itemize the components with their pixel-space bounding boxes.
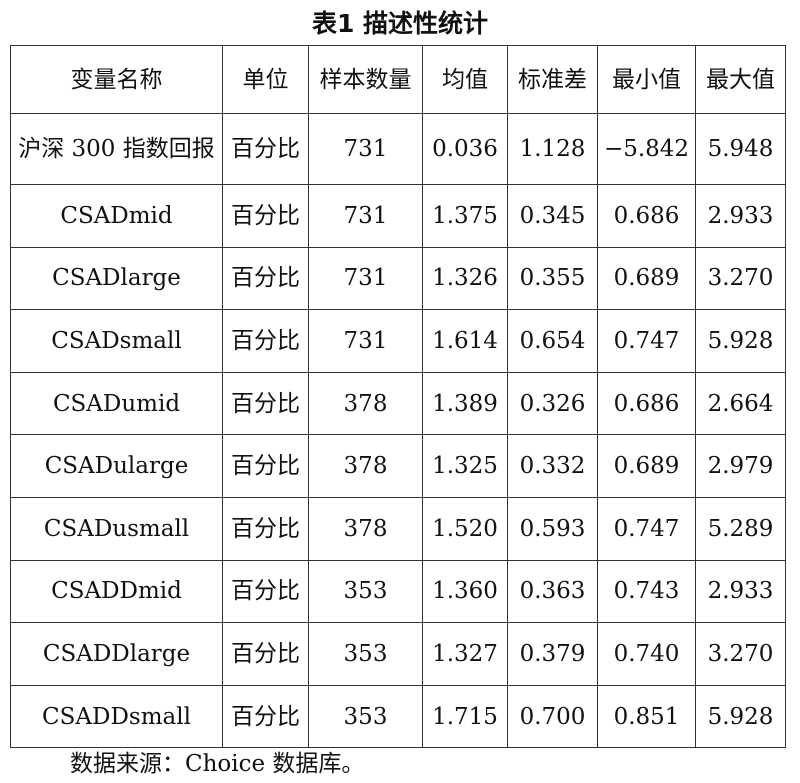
table-cell: 0.345 bbox=[507, 184, 598, 248]
table-cell: 1.715 bbox=[422, 684, 508, 749]
table-cell: 0.689 bbox=[597, 246, 696, 311]
header-cell: 均值 bbox=[422, 45, 508, 114]
table-cell: 百分比 bbox=[222, 559, 309, 624]
table-cell: 0.036 bbox=[422, 113, 508, 185]
table-cell: 731 bbox=[308, 113, 423, 185]
table-row: CSADsmall 百分比 731 1.614 0.654 0.747 5.928 bbox=[10, 309, 786, 373]
header-cell: 样本数量 bbox=[308, 45, 423, 114]
table-row: CSADDlarge 百分比 353 1.327 0.379 0.740 3.270 bbox=[10, 622, 786, 686]
table-cell: −5.842 bbox=[597, 113, 696, 185]
header-cell: 标准差 bbox=[507, 45, 598, 114]
table-cell: 2.664 bbox=[695, 371, 786, 436]
table-row: CSADDsmall 百分比 353 1.715 0.700 0.851 5.928 bbox=[10, 684, 786, 749]
table-cell: 731 bbox=[308, 184, 423, 248]
table-row: CSADularge 百分比 378 1.325 0.332 0.689 2.979 bbox=[10, 434, 786, 498]
table-cell: 0.743 bbox=[597, 559, 696, 624]
table-row: CSADlarge 百分比 731 1.326 0.355 0.689 3.270 bbox=[10, 246, 786, 311]
table-cell: 百分比 bbox=[222, 434, 309, 498]
table-cell: 0.654 bbox=[507, 309, 598, 373]
table-cell: 1.325 bbox=[422, 434, 508, 498]
source-note: 数据来源：Choice 数据库。 bbox=[70, 751, 365, 777]
table-row: 沪深 300 指数回报 百分比 731 0.036 1.128 −5.842 5.948 bbox=[10, 113, 786, 185]
table-cell: 0.593 bbox=[507, 496, 598, 561]
table-cell: 1.326 bbox=[422, 246, 508, 311]
table-cell: 百分比 bbox=[222, 184, 309, 248]
table-cell: 731 bbox=[308, 246, 423, 311]
table-cell: CSADumid bbox=[10, 371, 223, 436]
table-cell: 5.928 bbox=[695, 309, 786, 373]
table-row: CSADmid 百分比 731 1.375 0.345 0.686 2.933 bbox=[10, 184, 786, 248]
table-cell: 0.689 bbox=[597, 434, 696, 498]
table-cell: 1.520 bbox=[422, 496, 508, 561]
table-cell: 1.614 bbox=[422, 309, 508, 373]
table-cell: 0.686 bbox=[597, 184, 696, 248]
table-cell: 0.740 bbox=[597, 622, 696, 686]
table-cell: 0.700 bbox=[507, 684, 598, 749]
table-cell: 百分比 bbox=[222, 309, 309, 373]
header-row: 变量名称 单位 样本数量 均值 标准差 最小值 最大值 bbox=[10, 45, 786, 114]
table-cell: 378 bbox=[308, 371, 423, 436]
table-cell: 0.363 bbox=[507, 559, 598, 624]
table-cell: CSADsmall bbox=[10, 309, 223, 373]
table-cell: 百分比 bbox=[222, 371, 309, 436]
table-cell: 731 bbox=[308, 309, 423, 373]
table-cell: 1.389 bbox=[422, 371, 508, 436]
table-cell: 353 bbox=[308, 622, 423, 686]
table-cell: 沪深 300 指数回报 bbox=[10, 113, 223, 185]
table-cell: 1.360 bbox=[422, 559, 508, 624]
table-cell: 353 bbox=[308, 559, 423, 624]
table-cell: 0.686 bbox=[597, 371, 696, 436]
table-cell: 百分比 bbox=[222, 246, 309, 311]
table-cell: 0.332 bbox=[507, 434, 598, 498]
table-cell: 353 bbox=[308, 684, 423, 749]
table-cell: CSADlarge bbox=[10, 246, 223, 311]
header-cell: 最大值 bbox=[695, 45, 786, 114]
table-cell: 0.747 bbox=[597, 309, 696, 373]
table-cell: 0.747 bbox=[597, 496, 696, 561]
table-cell: 2.933 bbox=[695, 184, 786, 248]
header-cell: 最小值 bbox=[597, 45, 696, 114]
table-row: CSADusmall 百分比 378 1.520 0.593 0.747 5.289 bbox=[10, 496, 786, 561]
table-cell: 3.270 bbox=[695, 622, 786, 686]
header-cell: 单位 bbox=[222, 45, 309, 114]
table-cell: 2.933 bbox=[695, 559, 786, 624]
table-cell: 378 bbox=[308, 434, 423, 498]
table-cell: 百分比 bbox=[222, 113, 309, 185]
table-cell: 0.326 bbox=[507, 371, 598, 436]
table-cell: 0.379 bbox=[507, 622, 598, 686]
table-cell: CSADDlarge bbox=[10, 622, 223, 686]
table-cell: CSADusmall bbox=[10, 496, 223, 561]
table-cell: 0.851 bbox=[597, 684, 696, 749]
table-cell: 1.128 bbox=[507, 113, 598, 185]
table-cell: 百分比 bbox=[222, 622, 309, 686]
table-cell: 1.327 bbox=[422, 622, 508, 686]
table-cell: 378 bbox=[308, 496, 423, 561]
data-table: 变量名称 单位 样本数量 均值 标准差 最小值 最大值 沪深 300 指数回报 百分比 731 0… bbox=[10, 45, 786, 749]
table-cell: 2.979 bbox=[695, 434, 786, 498]
table-cell: 百分比 bbox=[222, 684, 309, 749]
header-cell: 变量名称 bbox=[10, 45, 223, 114]
table-cell: CSADDmid bbox=[10, 559, 223, 624]
table-cell: 5.289 bbox=[695, 496, 786, 561]
table-cell: CSADularge bbox=[10, 434, 223, 498]
table-cell: CSADmid bbox=[10, 184, 223, 248]
table-cell: 3.270 bbox=[695, 246, 786, 311]
table-cell: 1.375 bbox=[422, 184, 508, 248]
table-title: 表1 描述性统计 bbox=[311, 9, 489, 38]
table-cell: CSADDsmall bbox=[10, 684, 223, 749]
table-cell: 百分比 bbox=[222, 496, 309, 561]
table-cell: 5.948 bbox=[695, 113, 786, 185]
table-cell: 5.928 bbox=[695, 684, 786, 749]
table-row: CSADDmid 百分比 353 1.360 0.363 0.743 2.933 bbox=[10, 559, 786, 624]
table-cell: 0.355 bbox=[507, 246, 598, 311]
table-row: CSADumid 百分比 378 1.389 0.326 0.686 2.664 bbox=[10, 371, 786, 436]
